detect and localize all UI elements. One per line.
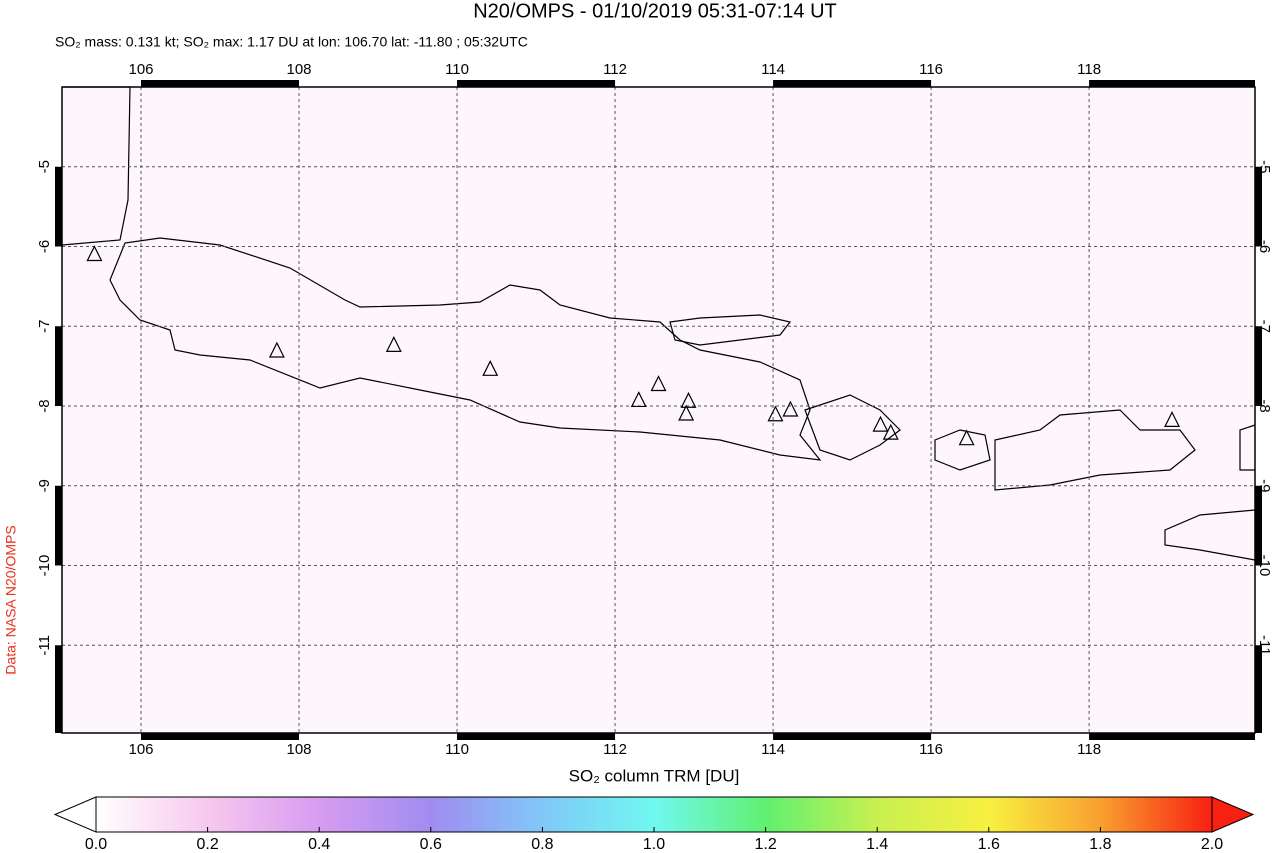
frame-band [55,326,62,407]
x-tick-label: 106 [128,61,153,78]
frame-band [457,80,616,87]
frame-band [141,733,300,740]
y-tick-label: -6 [1256,240,1272,253]
x-tick-label: 114 [761,741,785,758]
grid [62,87,1255,733]
map-background [62,87,1255,733]
coastlines [61,86,1256,561]
colorbar-tick-label: 1.8 [1089,836,1111,853]
map-frame [61,86,1256,734]
volcano [782,400,799,417]
x-tick-label: 116 [919,741,943,758]
colorbar-tick-label: 0.0 [85,836,107,853]
volcano [630,391,647,408]
x-tick-label: 118 [1077,61,1101,78]
y-tick-label: -8 [1256,399,1272,412]
y-tick-label: -5 [36,160,53,173]
y-tick-label: -11 [36,635,53,656]
frame-band [1255,326,1262,407]
colorbar-tick-label: 0.6 [420,836,442,853]
volcano [650,375,667,392]
frame-band [1255,166,1262,247]
chart-title: N20/OMPS - 01/10/2019 05:31-07:14 UT [473,0,837,22]
colorbar-extend-low [53,796,97,833]
x-tick-label: 108 [287,61,312,78]
volcano [1164,411,1181,427]
y-tick-label: -10 [1256,555,1272,577]
coastline [109,237,822,461]
colorbar-tick-label: 1.0 [643,836,665,853]
x-tick-label: 110 [445,741,469,758]
x-tick-label: 114 [761,61,785,78]
y-tick-label: -6 [36,240,53,253]
colorbar-tick-label: 0.8 [531,836,553,853]
colorbar-tick-label: 0.2 [196,836,218,853]
x-tick-label: 112 [603,61,627,78]
frame-band [55,645,62,733]
colorbar [95,796,1213,833]
chart-subtitle: SO₂ mass: 0.131 kt; SO₂ max: 1.17 DU at … [55,34,528,50]
frame-band [55,485,62,566]
volcano [482,359,499,376]
colorbar-label: SO₂ column TRM [DU] [569,766,740,785]
coastline [1239,424,1256,471]
colorbar-tick-label: 1.2 [754,836,776,853]
frame-band [1255,485,1262,566]
colorbar-tick-label: 0.4 [308,836,330,853]
frame-band [773,733,932,740]
x-tick-label: 116 [919,61,943,78]
frame-band [141,80,300,87]
coastline [669,314,792,346]
x-tick-label: 106 [128,741,153,758]
credit: Data: NASA N20/OMPS [3,525,19,674]
volcano [86,245,103,262]
volcano [958,429,975,446]
volcano [680,391,697,408]
colorbar-extend-high [1211,796,1255,833]
x-tick-label: 112 [603,741,627,758]
frame-band [1089,733,1255,740]
frame-band [773,80,932,87]
volcano [872,415,889,432]
y-tick-label: -10 [36,555,53,577]
coastline [934,429,991,471]
volcano [678,404,695,421]
y-tick-label: -9 [36,479,53,492]
coastline [1164,509,1256,561]
x-tick-label: 110 [445,61,469,78]
volcano [385,336,402,352]
volcano [268,341,285,358]
frame-band [1255,645,1262,733]
volcano [767,405,784,422]
frame-band [55,166,62,247]
x-tick-label: 118 [1077,741,1101,758]
y-tick-label: -8 [36,399,53,412]
coastline [804,394,901,461]
frame-band [457,733,616,740]
colorbar-tick-label: 1.4 [866,836,888,853]
x-tick-label: 108 [287,741,312,758]
volcano [882,423,899,440]
colorbar-tick-label: 1.6 [978,836,1000,853]
frame-band [1089,80,1255,87]
colorbar-tick-label: 2.0 [1201,836,1223,853]
y-tick-label: -7 [36,320,53,333]
